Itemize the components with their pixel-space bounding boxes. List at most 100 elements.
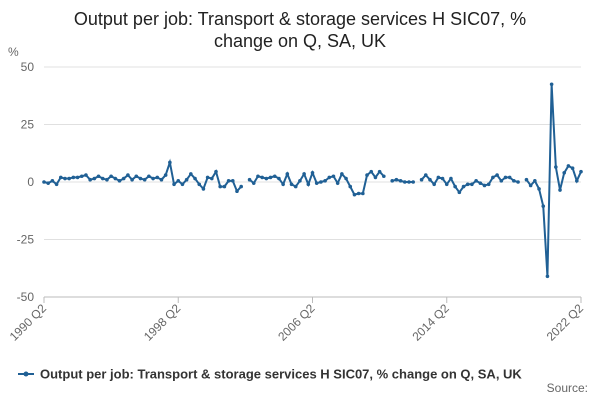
marker [331, 174, 336, 179]
marker [537, 187, 541, 191]
marker [298, 179, 302, 183]
marker [390, 179, 395, 183]
marker [365, 173, 369, 177]
marker [545, 274, 550, 279]
marker [558, 188, 562, 192]
marker [507, 175, 512, 180]
legend-label: Output per job: Transport & storage serv… [40, 367, 522, 382]
marker [126, 173, 130, 177]
marker [323, 179, 327, 183]
marker [109, 174, 113, 179]
marker [134, 174, 139, 179]
marker [554, 165, 558, 169]
marker [562, 171, 567, 175]
marker [470, 182, 474, 187]
marker [440, 176, 445, 181]
y-tick-label: -50 [17, 290, 35, 304]
marker [130, 177, 134, 182]
marker [340, 172, 344, 176]
marker [579, 169, 583, 174]
marker [277, 176, 281, 181]
marker [75, 175, 80, 180]
marker [461, 184, 466, 189]
marker [256, 174, 260, 179]
marker [63, 176, 67, 181]
marker [42, 180, 46, 184]
y-tick-label: 0 [27, 175, 34, 189]
marker [575, 179, 579, 183]
marker [394, 177, 399, 182]
marker [310, 171, 315, 175]
marker [92, 176, 97, 181]
marker [251, 181, 256, 185]
marker [210, 176, 214, 181]
marker [528, 183, 533, 188]
marker [491, 175, 495, 180]
marker [293, 184, 298, 189]
marker [105, 177, 109, 182]
marker [96, 174, 101, 179]
marker [46, 181, 50, 185]
marker [373, 175, 378, 180]
marker [180, 182, 185, 187]
marker [281, 182, 285, 187]
marker [235, 189, 239, 193]
marker [319, 180, 323, 184]
marker [533, 179, 537, 183]
marker [247, 177, 252, 182]
marker [272, 174, 277, 179]
x-tick-label: 2006 Q2 [275, 301, 318, 344]
marker [147, 174, 151, 179]
x-tick-label: 1990 Q2 [7, 301, 50, 344]
marker [482, 183, 487, 188]
marker [84, 173, 88, 177]
marker [121, 176, 126, 181]
x-tick-label: 1998 Q2 [141, 301, 184, 344]
marker [138, 176, 143, 181]
x-tick-label: 2014 Q2 [409, 301, 452, 344]
marker [159, 177, 164, 182]
marker [142, 177, 147, 182]
marker [398, 179, 403, 183]
marker [516, 180, 520, 184]
marker [436, 175, 441, 180]
marker [499, 179, 504, 183]
marker [197, 182, 202, 187]
marker [465, 182, 470, 187]
marker [230, 179, 235, 183]
marker [377, 169, 382, 174]
marker [100, 176, 105, 181]
marker [58, 175, 63, 180]
y-tick-label: 50 [21, 60, 35, 74]
y-tick-label: 25 [21, 118, 35, 132]
marker [155, 175, 160, 180]
marker [50, 179, 55, 183]
marker [356, 191, 361, 196]
marker [151, 176, 155, 181]
marker [226, 179, 231, 183]
marker [335, 181, 340, 185]
y-tick-label: -25 [17, 233, 35, 247]
marker [457, 190, 462, 195]
marker [369, 169, 374, 174]
marker [163, 173, 168, 177]
marker [176, 179, 181, 183]
marker [512, 179, 516, 183]
marker [239, 184, 243, 189]
marker [419, 177, 424, 182]
marker [184, 177, 189, 182]
marker [193, 176, 197, 181]
marker [79, 174, 84, 179]
x-tick-label: 2022 Q2 [544, 301, 587, 344]
marker [428, 177, 432, 182]
y-axis-label: % [8, 45, 19, 59]
marker [314, 181, 319, 185]
marker [168, 160, 172, 165]
marker [201, 187, 206, 191]
marker [172, 182, 176, 187]
marker [402, 180, 407, 184]
marker [344, 176, 348, 181]
marker [117, 179, 122, 183]
